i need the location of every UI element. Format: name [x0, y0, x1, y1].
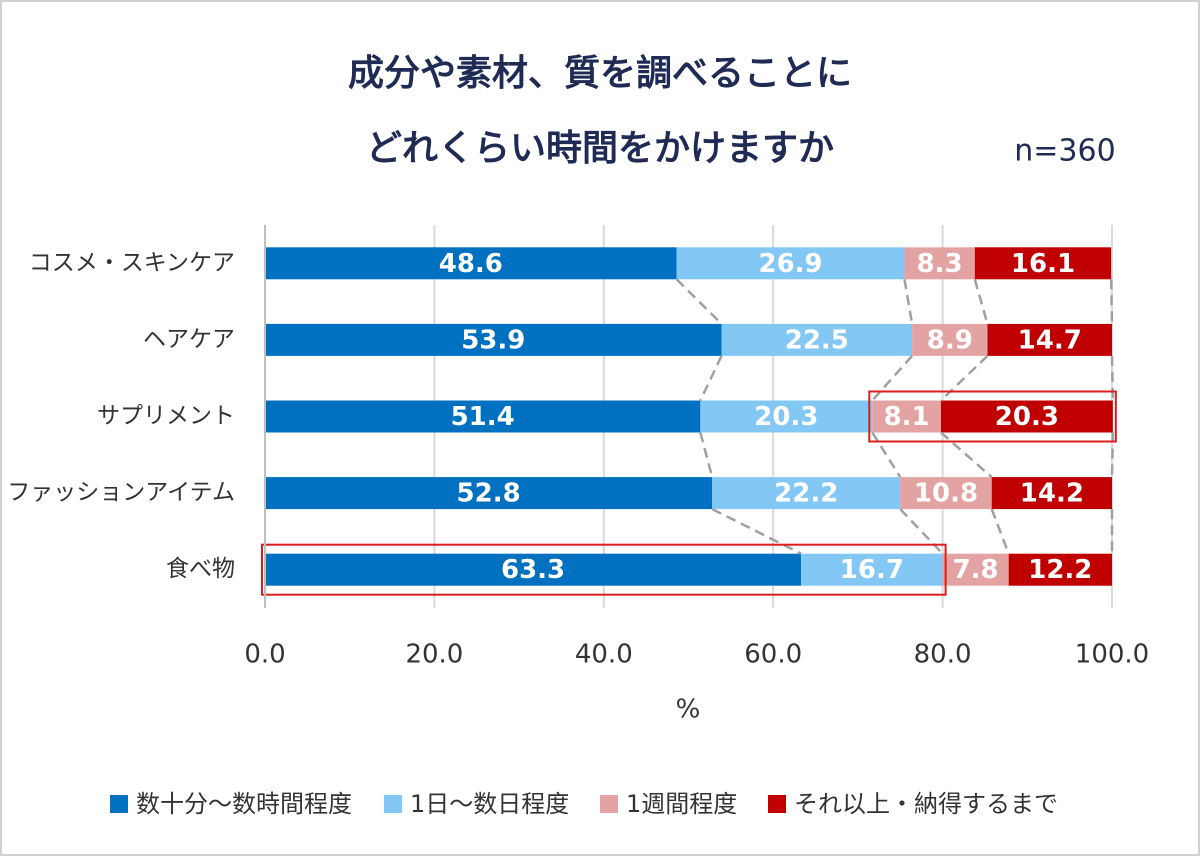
x-tick-label: 40.0 — [575, 640, 633, 670]
data-label: 7.8 — [953, 555, 999, 585]
data-label: 48.6 — [439, 249, 503, 279]
series-line — [1110, 432, 1115, 478]
data-label: 14.7 — [1018, 325, 1082, 355]
chart-subtitle: n=360 — [1014, 134, 1115, 169]
y-tick-label: ファッションアイテム — [7, 480, 235, 506]
legend-swatch — [600, 795, 618, 813]
x-axis-label: % — [676, 695, 701, 725]
data-label: 52.8 — [457, 479, 521, 509]
series-line — [940, 354, 989, 402]
data-label: 8.1 — [884, 402, 930, 432]
bar-segment — [900, 477, 992, 510]
data-label: 51.4 — [451, 402, 515, 432]
data-label: 22.5 — [785, 325, 849, 355]
x-tick-label: 60.0 — [744, 640, 802, 670]
x-tick-label: 100.0 — [1075, 640, 1149, 670]
bar-segment — [801, 553, 943, 586]
chart-title: 成分や素材、質を調べることに — [348, 53, 852, 94]
x-tick-label: 80.0 — [914, 640, 972, 670]
bar-segment — [991, 477, 1112, 510]
series-line — [1110, 355, 1115, 401]
bar-segment — [265, 400, 701, 433]
data-label: 8.9 — [927, 325, 973, 355]
bar-segment — [987, 323, 1112, 356]
highlight-box — [868, 390, 1117, 443]
chart-title: どれくらい時間をかけますか — [366, 128, 834, 169]
series-line — [1109, 279, 1114, 324]
bar-segment — [265, 323, 722, 356]
x-tick-label: 20.0 — [405, 640, 463, 670]
legend-swatch — [110, 795, 128, 813]
series-line — [903, 279, 914, 325]
bar-segment — [940, 400, 1113, 433]
legend-label: 1週間程度 — [626, 790, 737, 818]
legend-label: それ以上・納得するまで — [794, 790, 1058, 818]
data-label: 26.9 — [758, 249, 822, 279]
series-line — [973, 278, 989, 325]
y-tick-label: 食べ物 — [166, 556, 235, 582]
data-label: 14.2 — [1020, 479, 1084, 509]
bar-segment — [712, 477, 901, 510]
bar-segment — [904, 247, 975, 280]
bar-segment — [872, 400, 941, 433]
bar-segment — [265, 553, 802, 586]
bar-segment — [1008, 553, 1112, 586]
legend-swatch — [384, 795, 402, 813]
bar-segment — [700, 400, 873, 433]
data-label: 20.3 — [754, 402, 818, 432]
y-tick-label: ヘアケア — [143, 326, 235, 352]
series-line — [871, 431, 902, 478]
series-line — [990, 508, 1010, 555]
series-line — [699, 432, 714, 478]
y-tick-label: コスメ・スキンケア — [29, 250, 235, 276]
data-label: 22.2 — [774, 479, 838, 509]
data-label: 16.1 — [1011, 249, 1075, 279]
series-line — [871, 355, 914, 402]
series-line — [675, 278, 723, 325]
data-label: 20.3 — [995, 402, 1059, 432]
legend-label: 1日～数日程度 — [410, 790, 569, 818]
data-label: 12.2 — [1028, 555, 1092, 585]
legend-swatch — [768, 795, 786, 813]
data-label: 8.3 — [917, 249, 963, 279]
data-label: 53.9 — [461, 325, 525, 355]
series-line — [711, 507, 802, 555]
x-tick-label: 0.0 — [244, 640, 285, 670]
bar-segment — [265, 477, 713, 510]
data-label: 63.3 — [501, 555, 565, 585]
data-label: 16.7 — [840, 555, 904, 585]
bar-segment — [974, 247, 1112, 280]
bar-segment — [912, 323, 988, 356]
series-line — [899, 508, 944, 555]
bar-segment — [721, 323, 913, 356]
data-label: 10.8 — [914, 479, 978, 509]
legend-label: 数十分～数時間程度 — [136, 790, 352, 818]
highlight-box — [261, 543, 947, 596]
series-line — [940, 431, 993, 479]
bar-segment — [676, 247, 905, 280]
y-tick-label: サプリメント — [97, 403, 235, 429]
bar-segment — [265, 247, 677, 280]
series-line — [699, 355, 723, 402]
bar-segment — [942, 553, 1009, 586]
